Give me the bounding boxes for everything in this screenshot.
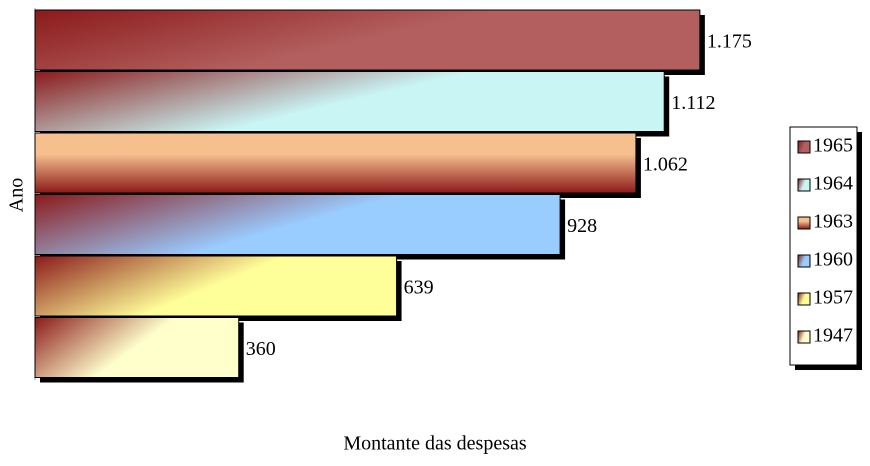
legend-label: 1965 — [813, 135, 853, 157]
legend-swatch — [797, 216, 811, 230]
data-label: 639 — [404, 277, 434, 299]
data-label: 1.062 — [643, 154, 688, 176]
legend-label: 1947 — [813, 325, 853, 347]
legend-swatch — [797, 140, 811, 154]
legend-box — [789, 126, 858, 366]
legend-swatch — [797, 254, 811, 268]
bar — [34, 317, 240, 378]
legend-label: 1964 — [813, 173, 853, 195]
y-axis-label: Ano — [6, 178, 28, 212]
legend-label: 1957 — [813, 287, 853, 309]
data-label: 360 — [246, 338, 276, 360]
x-axis-label: Montante das despesas — [343, 433, 527, 455]
bar — [34, 71, 665, 132]
data-label: 928 — [567, 215, 597, 237]
legend-label: 1960 — [813, 249, 853, 271]
data-label: 1.175 — [707, 31, 752, 53]
data-label: 1.112 — [671, 92, 715, 114]
bar — [34, 9, 701, 71]
legend-swatch — [797, 330, 811, 344]
bar — [34, 255, 398, 317]
legend-label: 1963 — [813, 211, 853, 233]
bar — [34, 132, 637, 194]
legend-swatch — [797, 178, 811, 192]
bar — [34, 194, 561, 255]
legend-swatch — [797, 292, 811, 306]
